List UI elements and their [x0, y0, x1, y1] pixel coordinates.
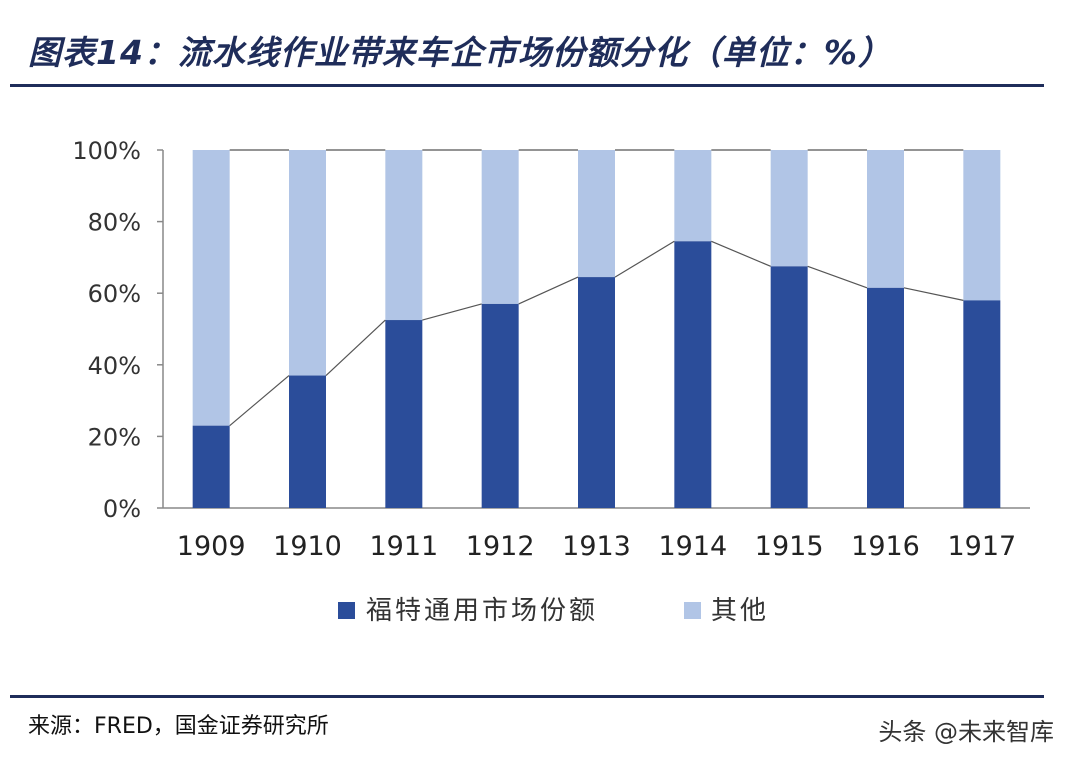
bar-ford-share [674, 241, 712, 509]
connector-line-ford [711, 240, 771, 267]
watermark: 头条 @未来智库 [878, 718, 1054, 746]
legend-label-ford: 福特通用市场份额 [366, 596, 598, 626]
x-tick-label: 1917 [947, 531, 1016, 562]
connector-line-ford [325, 319, 386, 376]
bar-ford-share [289, 375, 326, 508]
bar-other [192, 150, 230, 426]
y-tick-label: 40% [88, 352, 141, 380]
y-tick-label: 0% [103, 495, 141, 523]
y-tick-label: 80% [88, 209, 141, 237]
footer-rule [10, 695, 1044, 698]
x-tick-label: 1910 [273, 531, 342, 562]
bar-other [289, 150, 326, 376]
legend-swatch-other [684, 602, 701, 619]
bar-other [674, 150, 712, 242]
bar-ford-share [770, 266, 808, 508]
bar-other [578, 150, 615, 278]
connector-line-ford [614, 240, 675, 278]
legend-label-other: 其他 [711, 596, 769, 626]
bar-other [481, 150, 519, 304]
x-tick-label: 1916 [851, 531, 920, 562]
bar-ford-share [578, 277, 615, 508]
bar-ford-share [867, 287, 904, 508]
connector-line-ford [422, 303, 482, 321]
x-tick-label: 1913 [562, 531, 631, 562]
chart-title: 图表14：流水线作业带来车企市场份额分化（单位：%） [28, 33, 892, 72]
x-tick-label: 1911 [369, 531, 438, 562]
x-tick-label: 1912 [466, 531, 535, 562]
connector-line-ford [518, 276, 579, 305]
header-rule [10, 84, 1044, 87]
x-tick-label: 1915 [755, 531, 824, 562]
bar-ford-share [481, 303, 519, 508]
connector-line-ford [807, 265, 868, 289]
x-tick-label: 1914 [658, 531, 727, 562]
y-tick-label: 20% [88, 423, 141, 451]
source-note: 来源：FRED，国金证券研究所 [28, 714, 329, 739]
y-tick-label: 60% [88, 280, 141, 308]
bar-other [867, 150, 904, 288]
stacked-bar-chart: 0% 20% 40% 60% 80% 100% 1909 1910 1911 1912 1913 19… [72, 137, 1030, 626]
connector-line-ford [229, 375, 290, 427]
bar-ford-share [192, 425, 230, 508]
connector-line-ford [903, 287, 964, 301]
bar-other [770, 150, 808, 267]
legend-swatch-ford [338, 602, 355, 619]
bar-ford-share [385, 320, 423, 508]
y-tick-label: 100% [72, 137, 141, 165]
bar-ford-share [963, 300, 1001, 508]
bar-other [385, 150, 423, 321]
bar-other [963, 150, 1001, 301]
x-tick-label: 1909 [177, 531, 246, 562]
